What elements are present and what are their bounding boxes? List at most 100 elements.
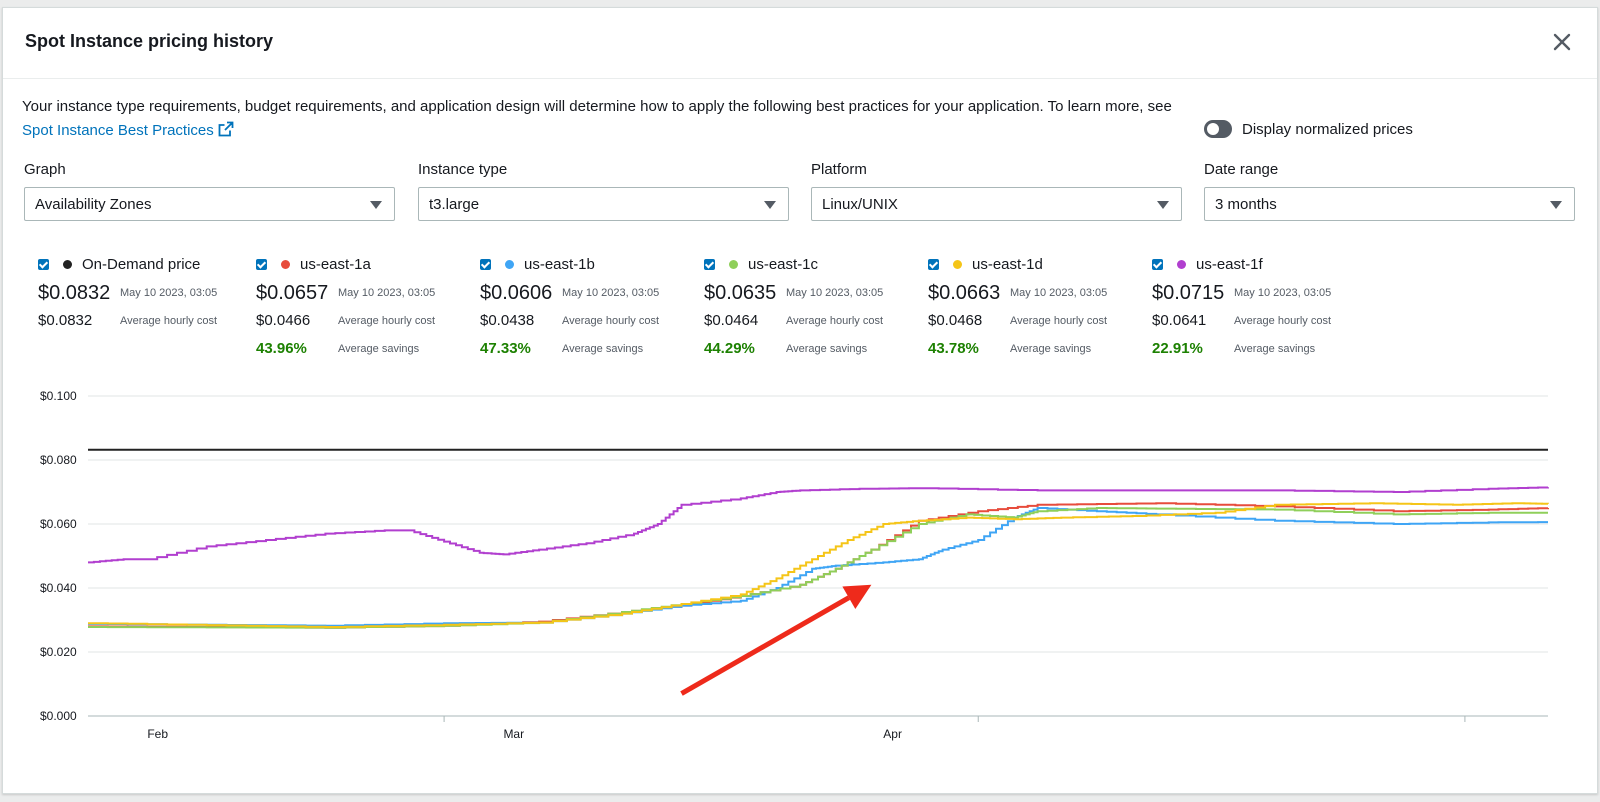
price-timestamp: May 10 2023, 03:05 — [338, 287, 436, 299]
series-line-us-east-1b — [88, 507, 1548, 627]
series-color-dot — [729, 259, 738, 269]
avg-savings: 43.96% — [256, 340, 307, 357]
date-range-select[interactable]: 3 months — [1204, 187, 1575, 221]
legend-us-east-1d: us-east-1d $0.0663 May 10 2023, 03:05 $0.… — [914, 254, 1134, 357]
platform-select[interactable]: Linux/UNIX — [811, 187, 1182, 221]
caret-down-icon — [1157, 201, 1169, 209]
avg-cost-label: Average hourly cost — [1234, 315, 1332, 327]
series-color-dot — [505, 259, 514, 269]
date-range-label: Date range — [1204, 161, 1279, 178]
avg-savings-label: Average savings — [1010, 343, 1092, 355]
avg-cost-label: Average hourly cost — [786, 315, 884, 327]
modal-header: Spot Instance pricing history — [3, 8, 1597, 79]
y-tick-label: $0.100 — [40, 389, 77, 403]
avg-savings-label: Average savings — [562, 343, 644, 355]
current-price: $0.0606 — [480, 282, 553, 304]
avg-cost: $0.0438 — [480, 312, 535, 329]
series-color-dot — [281, 259, 290, 269]
legend-us-east-1a: us-east-1a $0.0657 May 10 2023, 03:05 $0.… — [242, 254, 462, 357]
series-name: us-east-1f — [1196, 255, 1263, 273]
series-line-us-east-1d — [88, 502, 1549, 628]
x-tick-label: Mar — [503, 727, 524, 741]
platform-value: Linux/UNIX — [822, 196, 898, 213]
close-icon[interactable] — [1549, 29, 1575, 55]
series-checkbox[interactable] — [38, 258, 49, 270]
series-name: On-Demand price — [82, 255, 201, 273]
normalized-prices-toggle[interactable]: Display normalized prices — [1204, 120, 1413, 138]
series-name: us-east-1c — [748, 255, 819, 273]
current-price: $0.0663 — [928, 282, 1001, 304]
caret-down-icon — [1550, 201, 1562, 209]
avg-cost-label: Average hourly cost — [120, 315, 218, 327]
x-tick-label: Feb — [147, 727, 168, 741]
y-tick-label: $0.060 — [40, 517, 77, 531]
series-name: us-east-1d — [972, 255, 1043, 273]
legend-us-east-1f: us-east-1f $0.0715 May 10 2023, 03:05 $0.… — [1138, 254, 1358, 357]
avg-savings-label: Average savings — [338, 343, 420, 355]
platform-field: Platform Linux/UNIX — [811, 161, 1182, 221]
avg-cost: $0.0464 — [704, 312, 759, 329]
series-checkbox[interactable] — [256, 258, 267, 270]
best-practices-link[interactable]: Spot Instance Best Practices — [22, 121, 234, 139]
avg-cost-label: Average hourly cost — [562, 315, 660, 327]
avg-savings: 43.78% — [928, 340, 979, 357]
avg-savings: 22.91% — [1152, 340, 1203, 357]
legend-us-east-1c: us-east-1c $0.0635 May 10 2023, 03:05 $0.… — [690, 254, 910, 357]
current-price: $0.0657 — [256, 282, 329, 304]
current-price: $0.0832 — [38, 282, 111, 304]
series-name: us-east-1b — [524, 255, 595, 273]
instance-type-value: t3.large — [429, 196, 480, 213]
graph-label: Graph — [24, 161, 66, 178]
legend-on-demand: On-Demand price $0.0832 May 10 2023, 03:0… — [24, 254, 244, 329]
avg-cost: $0.0466 — [256, 312, 311, 329]
price-timestamp: May 10 2023, 03:05 — [562, 287, 660, 299]
avg-cost: $0.0641 — [1152, 312, 1207, 329]
avg-savings: 44.29% — [704, 340, 755, 357]
graph-field: Graph Availability Zones — [24, 161, 395, 221]
description-body: Your instance type requirements, budget … — [22, 98, 1172, 115]
avg-savings-label: Average savings — [786, 343, 868, 355]
legend-us-east-1b: us-east-1b $0.0606 May 10 2023, 03:05 $0.… — [466, 254, 686, 357]
avg-savings-label: Average savings — [1234, 343, 1316, 355]
series-name: us-east-1a — [300, 255, 371, 273]
annotation-arrow-head — [842, 584, 872, 610]
caret-down-icon — [370, 201, 382, 209]
series-checkbox[interactable] — [704, 258, 715, 270]
current-price: $0.0715 — [1152, 282, 1225, 304]
current-price: $0.0635 — [704, 282, 777, 304]
date-range-field: Date range 3 months — [1204, 161, 1575, 221]
x-tick-label: Apr — [883, 727, 902, 741]
price-timestamp: May 10 2023, 03:05 — [1010, 287, 1108, 299]
series-line-us-east-1f — [88, 486, 1549, 564]
series-color-dot — [1177, 259, 1186, 269]
avg-cost: $0.0832 — [38, 312, 93, 329]
series-checkbox[interactable] — [480, 258, 491, 270]
graph-select[interactable]: Availability Zones — [24, 187, 395, 221]
instance-type-field: Instance type t3.large — [418, 161, 789, 221]
pricing-history-modal: Spot Instance pricing history — [2, 7, 1598, 794]
toggle-switch[interactable] — [1204, 120, 1232, 138]
instance-type-select[interactable]: t3.large — [418, 187, 789, 221]
avg-cost: $0.0468 — [928, 312, 983, 329]
series-color-dot — [953, 259, 962, 269]
modal-title: Spot Instance pricing history — [25, 31, 274, 51]
caret-down-icon — [764, 201, 776, 209]
instance-type-label: Instance type — [418, 161, 508, 178]
date-range-value: 3 months — [1215, 196, 1277, 213]
y-tick-label: $0.040 — [40, 581, 77, 595]
external-link-icon — [218, 121, 234, 137]
series-checkbox[interactable] — [1152, 258, 1163, 270]
price-timestamp: May 10 2023, 03:05 — [786, 287, 884, 299]
annotation-arrow-shaft — [680, 595, 851, 696]
best-practices-link-label: Spot Instance Best Practices — [22, 122, 214, 139]
price-timestamp: May 10 2023, 03:05 — [1234, 287, 1332, 299]
y-tick-label: $0.000 — [40, 709, 77, 723]
avg-savings: 47.33% — [480, 340, 531, 357]
graph-value: Availability Zones — [35, 196, 152, 213]
series-checkbox[interactable] — [928, 258, 939, 270]
y-tick-label: $0.080 — [40, 453, 77, 467]
price-timestamp: May 10 2023, 03:05 — [120, 287, 218, 299]
toggle-label: Display normalized prices — [1242, 120, 1413, 138]
avg-cost-label: Average hourly cost — [338, 315, 436, 327]
